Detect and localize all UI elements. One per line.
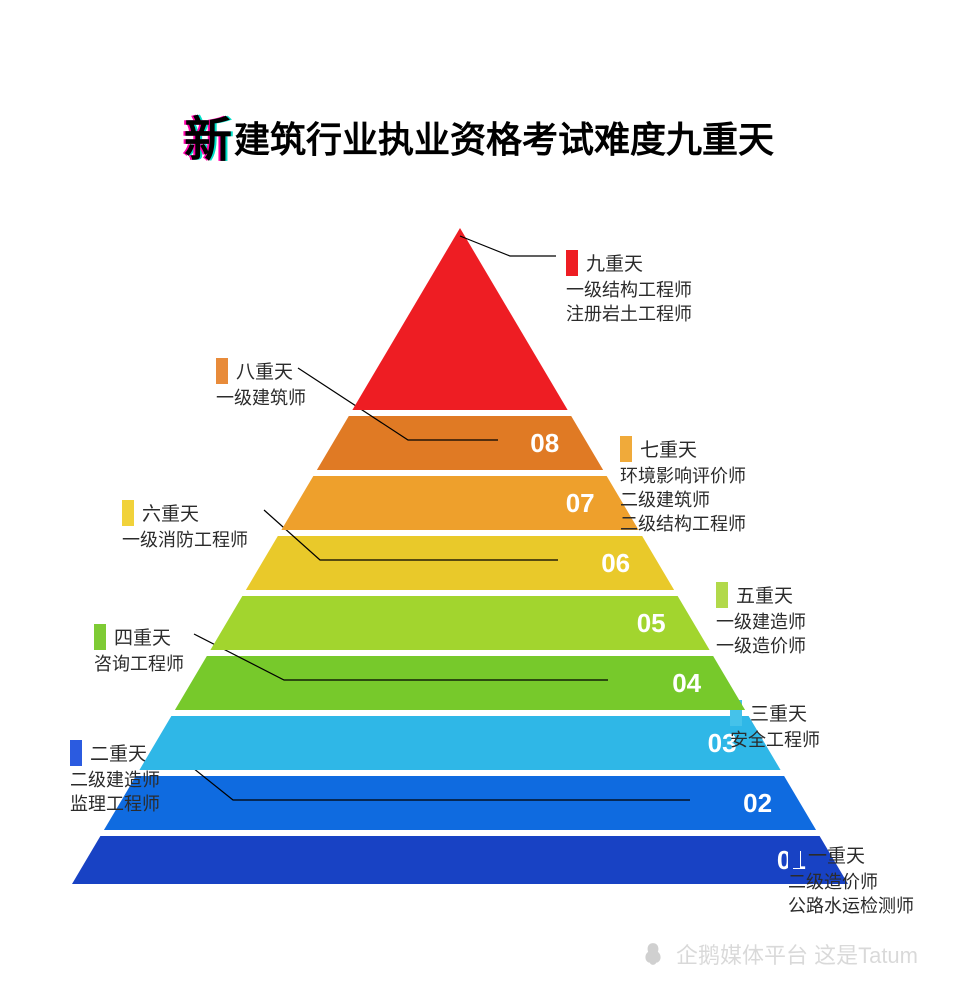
pyramid-level-05 [210,596,709,650]
pyramid-level-04 [175,656,745,710]
legend-swatch [94,624,106,650]
level-desc-line: 一级结构工程师 [566,280,692,300]
level-number-07: 07 [566,488,595,518]
legend-swatch [216,358,228,384]
level-desc-line: 一级建造师 [716,612,806,632]
watermark-text: 企鹅媒体平台 这是Tatum [676,938,918,970]
legend-swatch [620,436,632,462]
level-desc-line: 二级建筑师 [620,490,710,510]
level-desc-line: 安全工程师 [730,730,820,750]
level-desc-line: 一级建筑师 [216,388,306,408]
level-title: 四重天 [114,627,171,649]
legend-swatch [70,740,82,766]
pyramid-level-08 [317,416,603,470]
legend-swatch [716,582,728,608]
level-desc-line: 咨询工程师 [94,654,184,674]
level-number-02: 02 [743,788,772,818]
level-desc-line: 一级造价师 [716,636,806,656]
level-title: 九重天 [586,253,643,275]
level-title: 一重天 [808,845,865,867]
pyramid-diagram: 01一重天二级造价师公路水运检测师02二重天二级建造师监理工程师03三重天安全工… [0,0,958,1000]
level-number-04: 04 [672,668,701,698]
level-desc-line: 注册岩土工程师 [566,304,692,324]
level-title: 七重天 [640,439,697,461]
level-number-06: 06 [601,548,630,578]
level-desc-line: 环境影响评价师 [620,466,746,486]
legend-swatch [788,842,800,868]
level-title: 八重天 [236,361,293,383]
pyramid-level-03 [139,716,780,770]
penguin-icon [640,941,666,967]
level-title: 二重天 [90,743,147,765]
legend-swatch [122,500,134,526]
level-title: 五重天 [736,585,793,607]
level-desc-line: 监理工程师 [70,794,160,814]
level-desc-line: 二级造价师 [788,872,878,892]
pyramid-level-02 [104,776,816,830]
legend-swatch [566,250,578,276]
level-title: 三重天 [750,703,807,725]
level-number-08: 08 [530,428,559,458]
pyramid-level-01 [72,836,848,884]
pyramid-level-09 [352,228,567,410]
level-title: 六重天 [142,503,199,525]
level-desc-line: 二级建造师 [70,770,160,790]
level-desc-line: 公路水运检测师 [788,896,914,916]
watermark: 企鹅媒体平台 这是Tatum [640,938,918,970]
level-desc-line: 一级消防工程师 [122,530,248,550]
level-desc-line: 二级结构工程师 [620,514,746,534]
level-number-05: 05 [637,608,666,638]
